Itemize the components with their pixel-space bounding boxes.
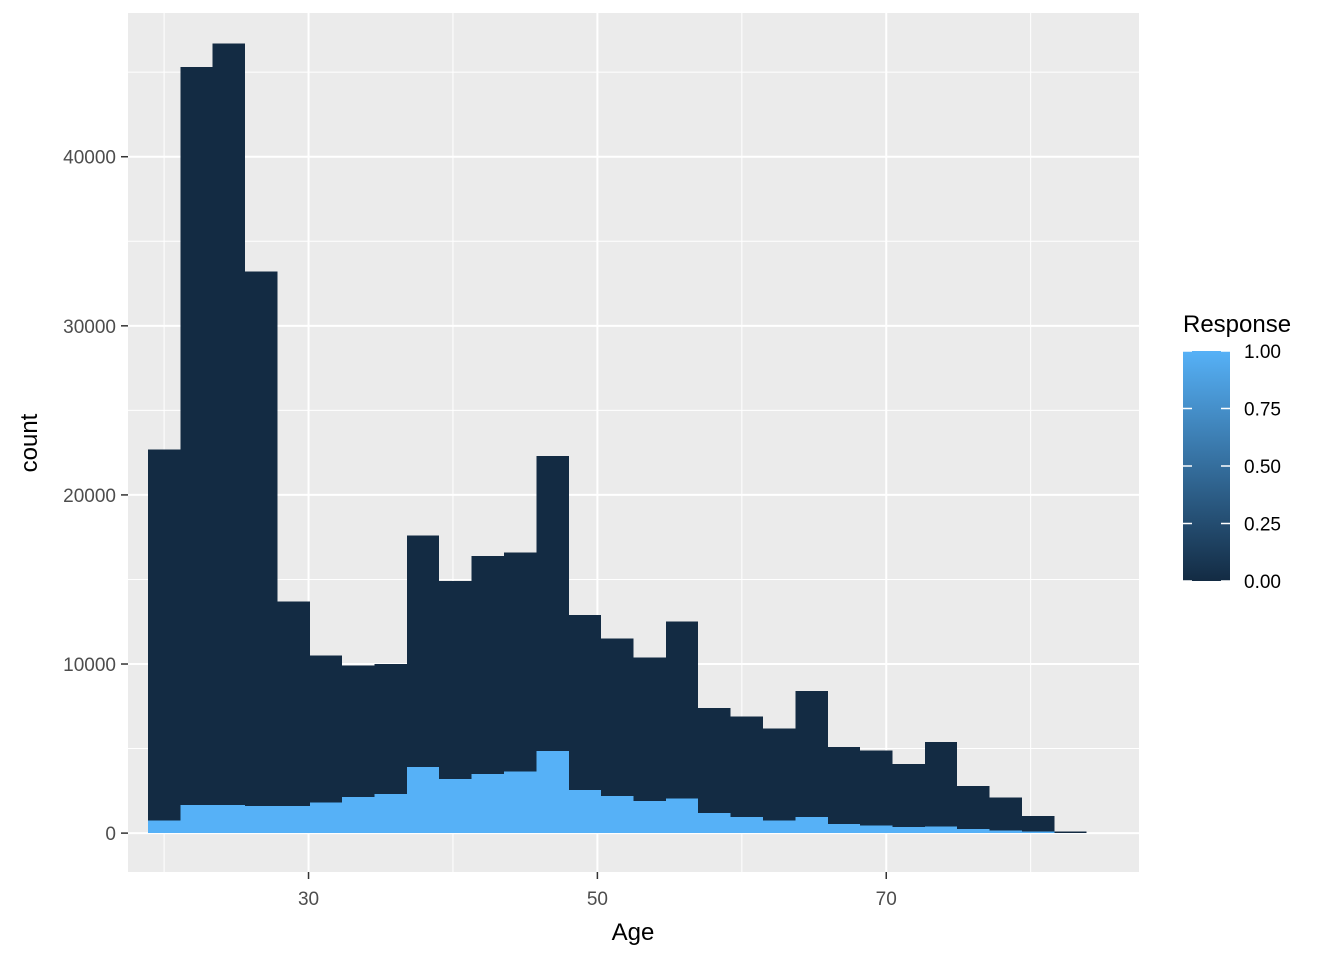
- histogram-bar-response-0: [892, 763, 925, 834]
- y-tick-label: 0: [105, 824, 116, 845]
- histogram-bar-response-1: [536, 751, 569, 834]
- x-tick-label: 50: [587, 889, 608, 910]
- histogram-bar-response-1: [309, 802, 343, 834]
- histogram-bar-response-1: [827, 823, 861, 834]
- y-axis-title: count: [16, 413, 43, 472]
- x-tick-label: 30: [298, 889, 319, 910]
- histogram-bar-response-0: [989, 797, 1023, 834]
- histogram-bar-response-0: [665, 621, 699, 834]
- histogram-bar-response-1: [601, 795, 634, 834]
- legend-label: 0.50: [1244, 457, 1281, 478]
- histogram-bar-response-1: [342, 796, 375, 834]
- histogram-bar-response-0: [1022, 816, 1055, 834]
- legend-title: Response: [1183, 311, 1291, 338]
- histogram-bar-response-1: [471, 773, 504, 834]
- histogram-bars: [147, 43, 1087, 834]
- histogram-bar-response-1: [633, 800, 666, 834]
- histogram-bar-response-1: [244, 806, 278, 834]
- y-tick-label: 40000: [63, 148, 116, 169]
- histogram-bar-response-0: [924, 741, 958, 834]
- legend-label: 1.00: [1244, 342, 1281, 363]
- histogram-bar-response-0: [763, 728, 796, 834]
- legend-label: 0.00: [1244, 572, 1281, 593]
- x-tick-label: 70: [876, 889, 897, 910]
- histogram-bar-response-1: [439, 778, 472, 834]
- histogram-bar-response-1: [147, 820, 181, 834]
- histogram-bar-response-0: [277, 601, 310, 834]
- legend-ticks: 1.00 0.75 0.50 0.25 0.00: [1183, 342, 1281, 593]
- histogram-bar-response-1: [698, 812, 731, 834]
- histogram-bar-response-1: [730, 817, 763, 834]
- histogram-bar-response-1: [277, 806, 310, 834]
- legend-label: 0.25: [1244, 515, 1281, 536]
- legend: Response 1.00 0.75 0.50 0.25 0.00: [1183, 311, 1291, 593]
- histogram-bar-response-0: [827, 746, 861, 834]
- histogram-bar-response-0: [180, 67, 213, 834]
- histogram-bar-response-1: [989, 830, 1023, 834]
- histogram-bar-response-1: [568, 789, 602, 834]
- x-axis-title: Age: [612, 919, 655, 946]
- histogram-bar-response-1: [957, 828, 990, 834]
- histogram-bar-response-0: [795, 691, 828, 834]
- histogram-bar-response-0: [147, 449, 181, 834]
- histogram-bar-response-1: [795, 817, 828, 834]
- histogram-bar-response-0: [244, 271, 278, 834]
- x-axis: 30 50 70: [298, 872, 897, 910]
- histogram-bar-response-1: [504, 771, 537, 834]
- histogram-bar-response-1: [665, 798, 699, 834]
- histogram-bar-response-0: [730, 716, 763, 834]
- histogram-bar-response-1: [212, 805, 245, 834]
- histogram-bar-response-1: [763, 820, 796, 834]
- histogram-bar-response-1: [1022, 831, 1055, 834]
- y-tick-label: 30000: [63, 317, 116, 338]
- histogram-bar-response-1: [180, 805, 213, 834]
- histogram-bar-response-1: [406, 767, 440, 834]
- histogram-bar-response-0: [860, 750, 893, 834]
- histogram-bar-response-0: [957, 785, 990, 834]
- histogram-bar-response-1: [892, 827, 925, 834]
- legend-label: 0.75: [1244, 400, 1281, 421]
- histogram-bar-response-1: [924, 826, 958, 834]
- y-axis: 0 10000 20000 30000 40000: [63, 148, 128, 845]
- histogram-bar-response-1: [860, 825, 893, 834]
- y-tick-label: 10000: [63, 655, 116, 676]
- histogram-bar-response-0: [1054, 831, 1087, 834]
- histogram-bar-response-1: [374, 794, 407, 834]
- y-tick-label: 20000: [63, 486, 116, 507]
- histogram-bar-response-0: [698, 707, 731, 834]
- histogram-bar-response-0: [212, 43, 245, 834]
